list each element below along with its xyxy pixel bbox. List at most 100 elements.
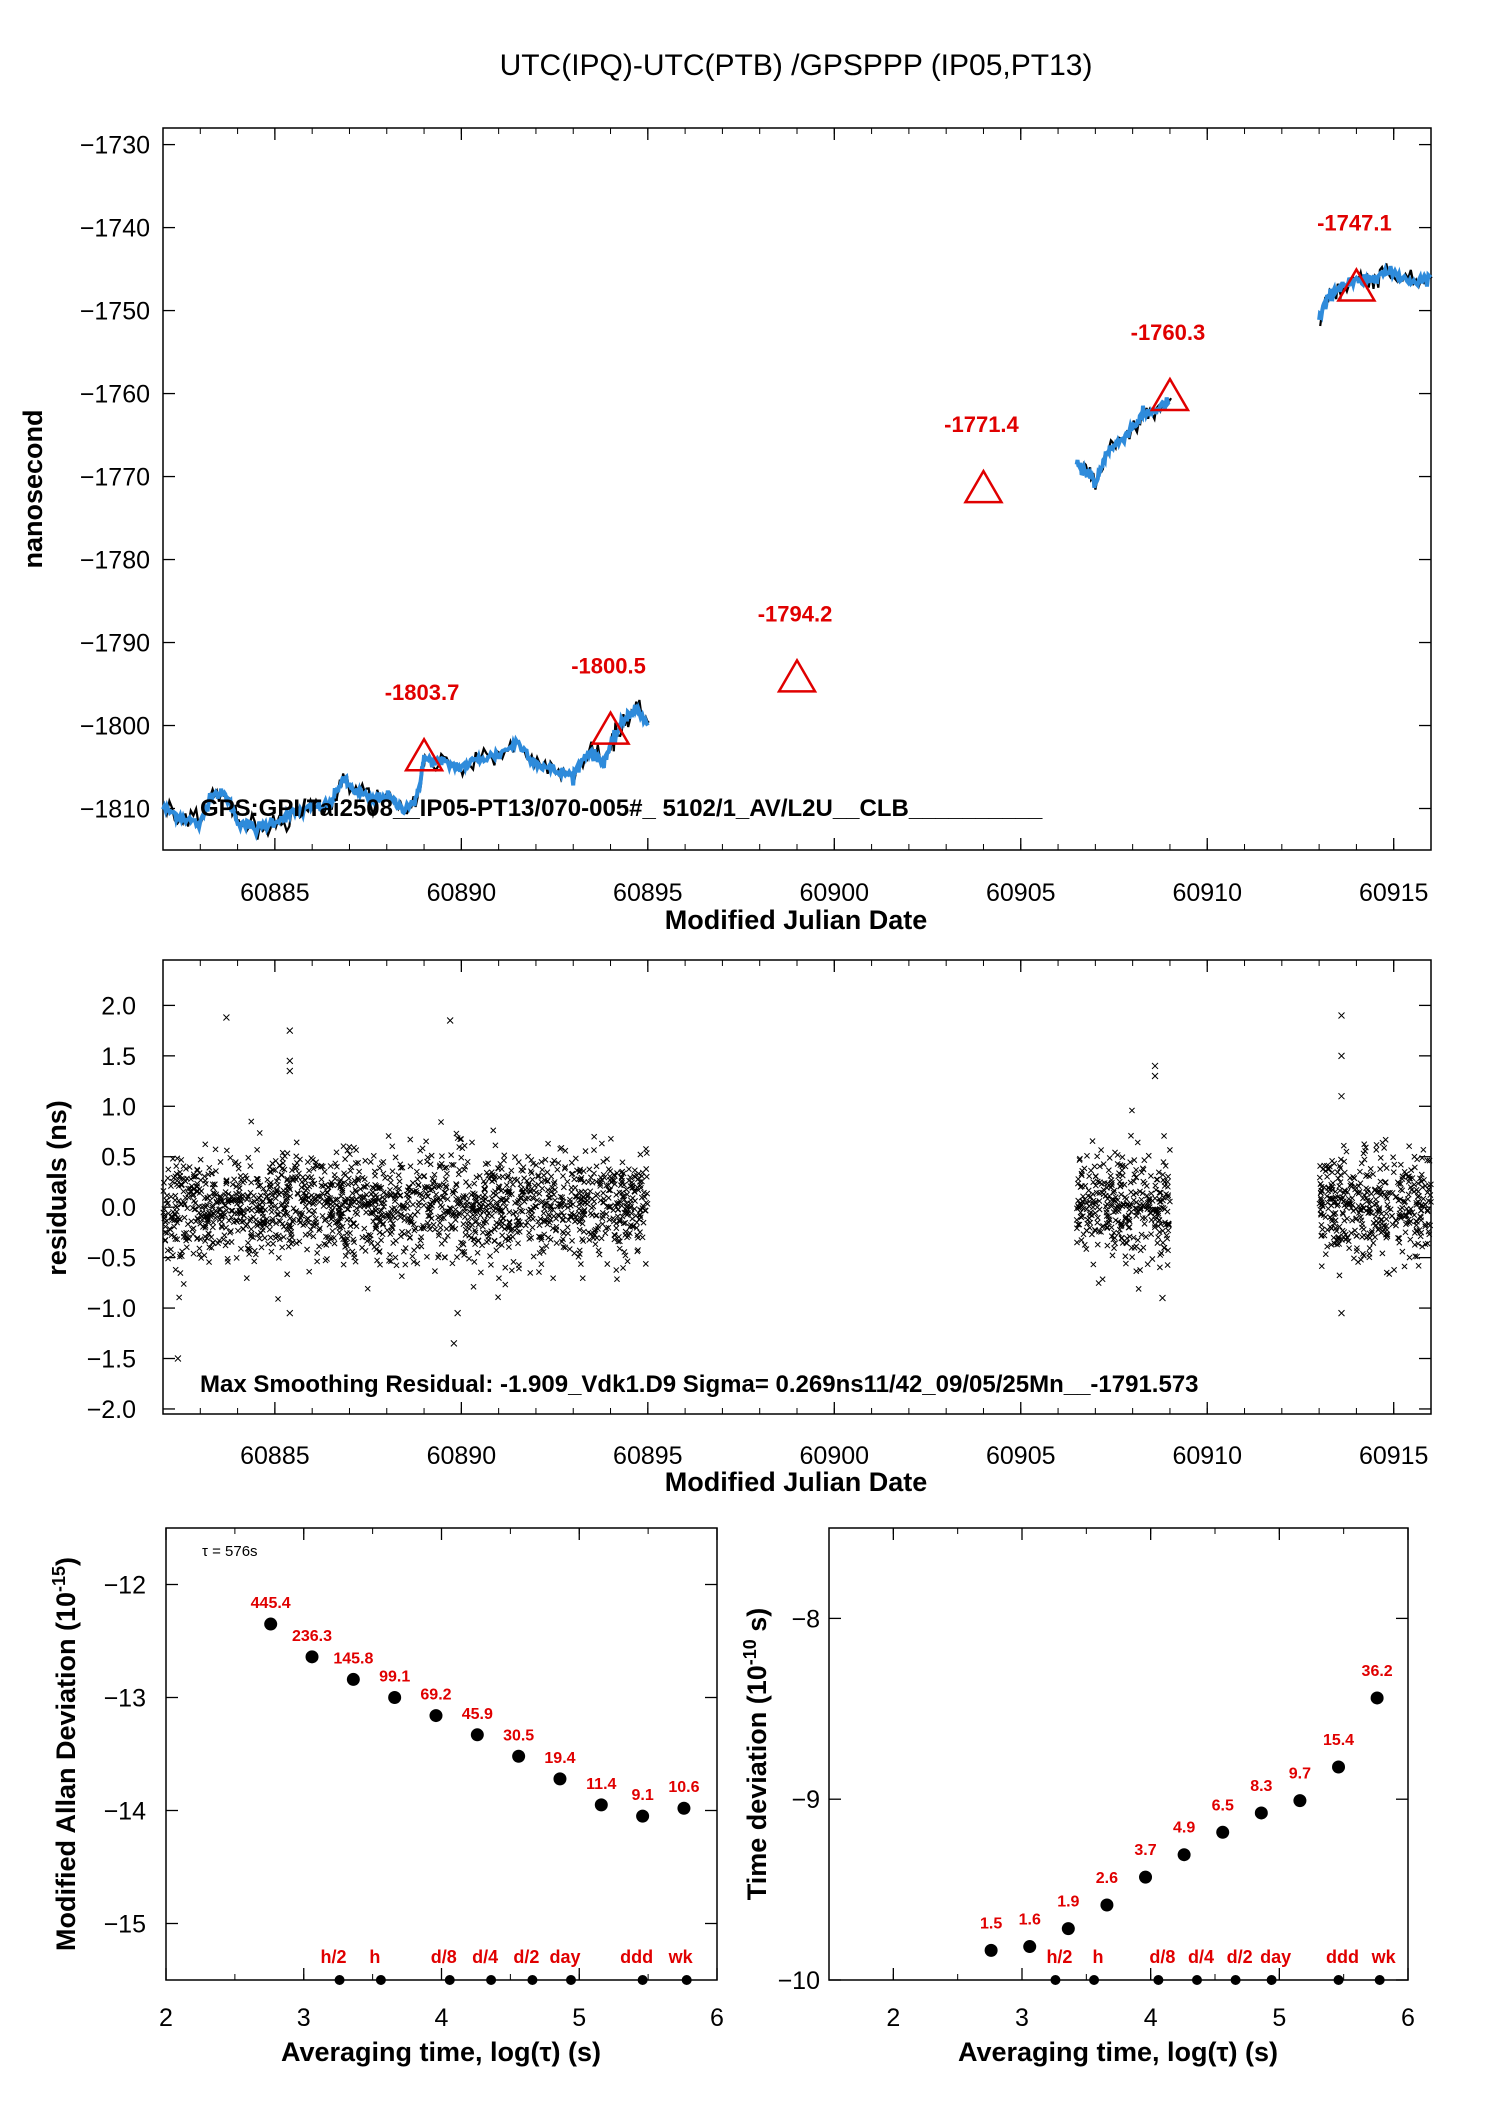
residual-point (569, 1237, 576, 1244)
residual-point (1075, 1203, 1081, 1209)
panel4-y-tick-label: −9 (791, 1786, 820, 1814)
residual-point (538, 1236, 545, 1243)
residual-point (1153, 1207, 1160, 1214)
residual-point (636, 1178, 643, 1185)
residual-point (581, 1208, 588, 1215)
residual-point (508, 1167, 515, 1174)
residual-point (241, 1218, 247, 1225)
residual-point (1145, 1152, 1152, 1159)
residual-point (605, 1194, 612, 1201)
residual-point (607, 1187, 614, 1194)
residual-point (1133, 1174, 1139, 1181)
residual-point (1090, 1197, 1097, 1204)
residual-point (1122, 1216, 1129, 1223)
residual-point (479, 1201, 486, 1207)
residual-point (1319, 1166, 1326, 1173)
residual-point (432, 1226, 438, 1233)
residual-point (1416, 1200, 1423, 1207)
residual-point (209, 1224, 216, 1231)
residual-point (461, 1142, 468, 1149)
residual-point (1393, 1217, 1400, 1224)
residual-point (1387, 1206, 1394, 1213)
residual-point (404, 1205, 411, 1212)
residual-point (183, 1244, 190, 1251)
residual-point (1096, 1190, 1103, 1196)
residual-outlier (454, 1309, 461, 1317)
residual-point (272, 1167, 279, 1173)
residual-point (575, 1205, 582, 1212)
residual-point (1106, 1192, 1113, 1199)
residual-point (320, 1183, 327, 1190)
tdev-point (1100, 1898, 1114, 1912)
residual-point (205, 1171, 212, 1178)
adev-point (636, 1809, 650, 1823)
panel4-y-axis-label-main: Time deviation (10 (742, 1665, 772, 1900)
residual-outlier (1151, 1062, 1159, 1070)
residual-point (1163, 1232, 1170, 1239)
residual-point (165, 1255, 172, 1262)
residual-point (348, 1201, 355, 1208)
residual-point (337, 1177, 344, 1183)
residual-point (176, 1294, 183, 1301)
residual-point (1092, 1210, 1099, 1217)
residual-point (483, 1218, 490, 1225)
residual-point (289, 1176, 296, 1183)
residual-point (471, 1258, 478, 1265)
residual-point (1118, 1235, 1125, 1242)
residual-point (268, 1248, 275, 1255)
residual-point (538, 1261, 545, 1268)
residual-point (326, 1238, 333, 1245)
residual-point (615, 1233, 622, 1240)
residual-point (1134, 1139, 1141, 1146)
residual-point (339, 1187, 346, 1194)
residual-point (1089, 1191, 1096, 1197)
residual-point (260, 1220, 267, 1227)
residual-point (284, 1150, 291, 1157)
residual-point (1331, 1211, 1338, 1217)
residual-point (464, 1158, 471, 1165)
residual-point (210, 1239, 216, 1246)
residual-point (567, 1213, 574, 1220)
residual-point (399, 1228, 405, 1235)
residual-point (194, 1234, 201, 1241)
residual-point (481, 1185, 488, 1192)
residual-point (486, 1176, 493, 1183)
residual-point (1336, 1163, 1343, 1170)
residual-point (529, 1194, 536, 1201)
residual-point (584, 1192, 591, 1199)
residual-point (1396, 1239, 1403, 1246)
residual-point (625, 1166, 632, 1173)
reference-marker (1191, 1975, 1202, 1985)
residual-point (351, 1177, 358, 1184)
residual-point (1166, 1146, 1173, 1153)
residual-point (254, 1175, 261, 1182)
residual-point (440, 1215, 447, 1221)
residual-point (204, 1202, 211, 1209)
residual-point (579, 1275, 586, 1282)
residual-point (550, 1191, 557, 1198)
residual-point (177, 1270, 184, 1276)
residual-point (1125, 1224, 1132, 1231)
residual-point (553, 1215, 560, 1222)
residual-point (576, 1226, 583, 1233)
residual-point (629, 1182, 636, 1189)
residual-point (1366, 1245, 1373, 1252)
residual-point (586, 1236, 593, 1243)
residual-point (1156, 1229, 1163, 1236)
residual-point (1392, 1194, 1399, 1201)
residual-point (584, 1201, 591, 1208)
residual-point (254, 1146, 261, 1153)
residual-point (1348, 1230, 1355, 1237)
residual-point (492, 1142, 499, 1149)
residual-point (526, 1229, 533, 1236)
residual-point (1363, 1185, 1370, 1192)
residual-point (180, 1281, 187, 1287)
residual-point (302, 1231, 309, 1238)
panel3-y-axis-label-end: ) (51, 1557, 81, 1566)
residual-point (418, 1225, 425, 1232)
residual-point (426, 1212, 433, 1219)
residual-point (1326, 1195, 1333, 1202)
residual-point (552, 1197, 558, 1204)
residual-point (1165, 1221, 1172, 1228)
residual-point (1401, 1263, 1408, 1270)
